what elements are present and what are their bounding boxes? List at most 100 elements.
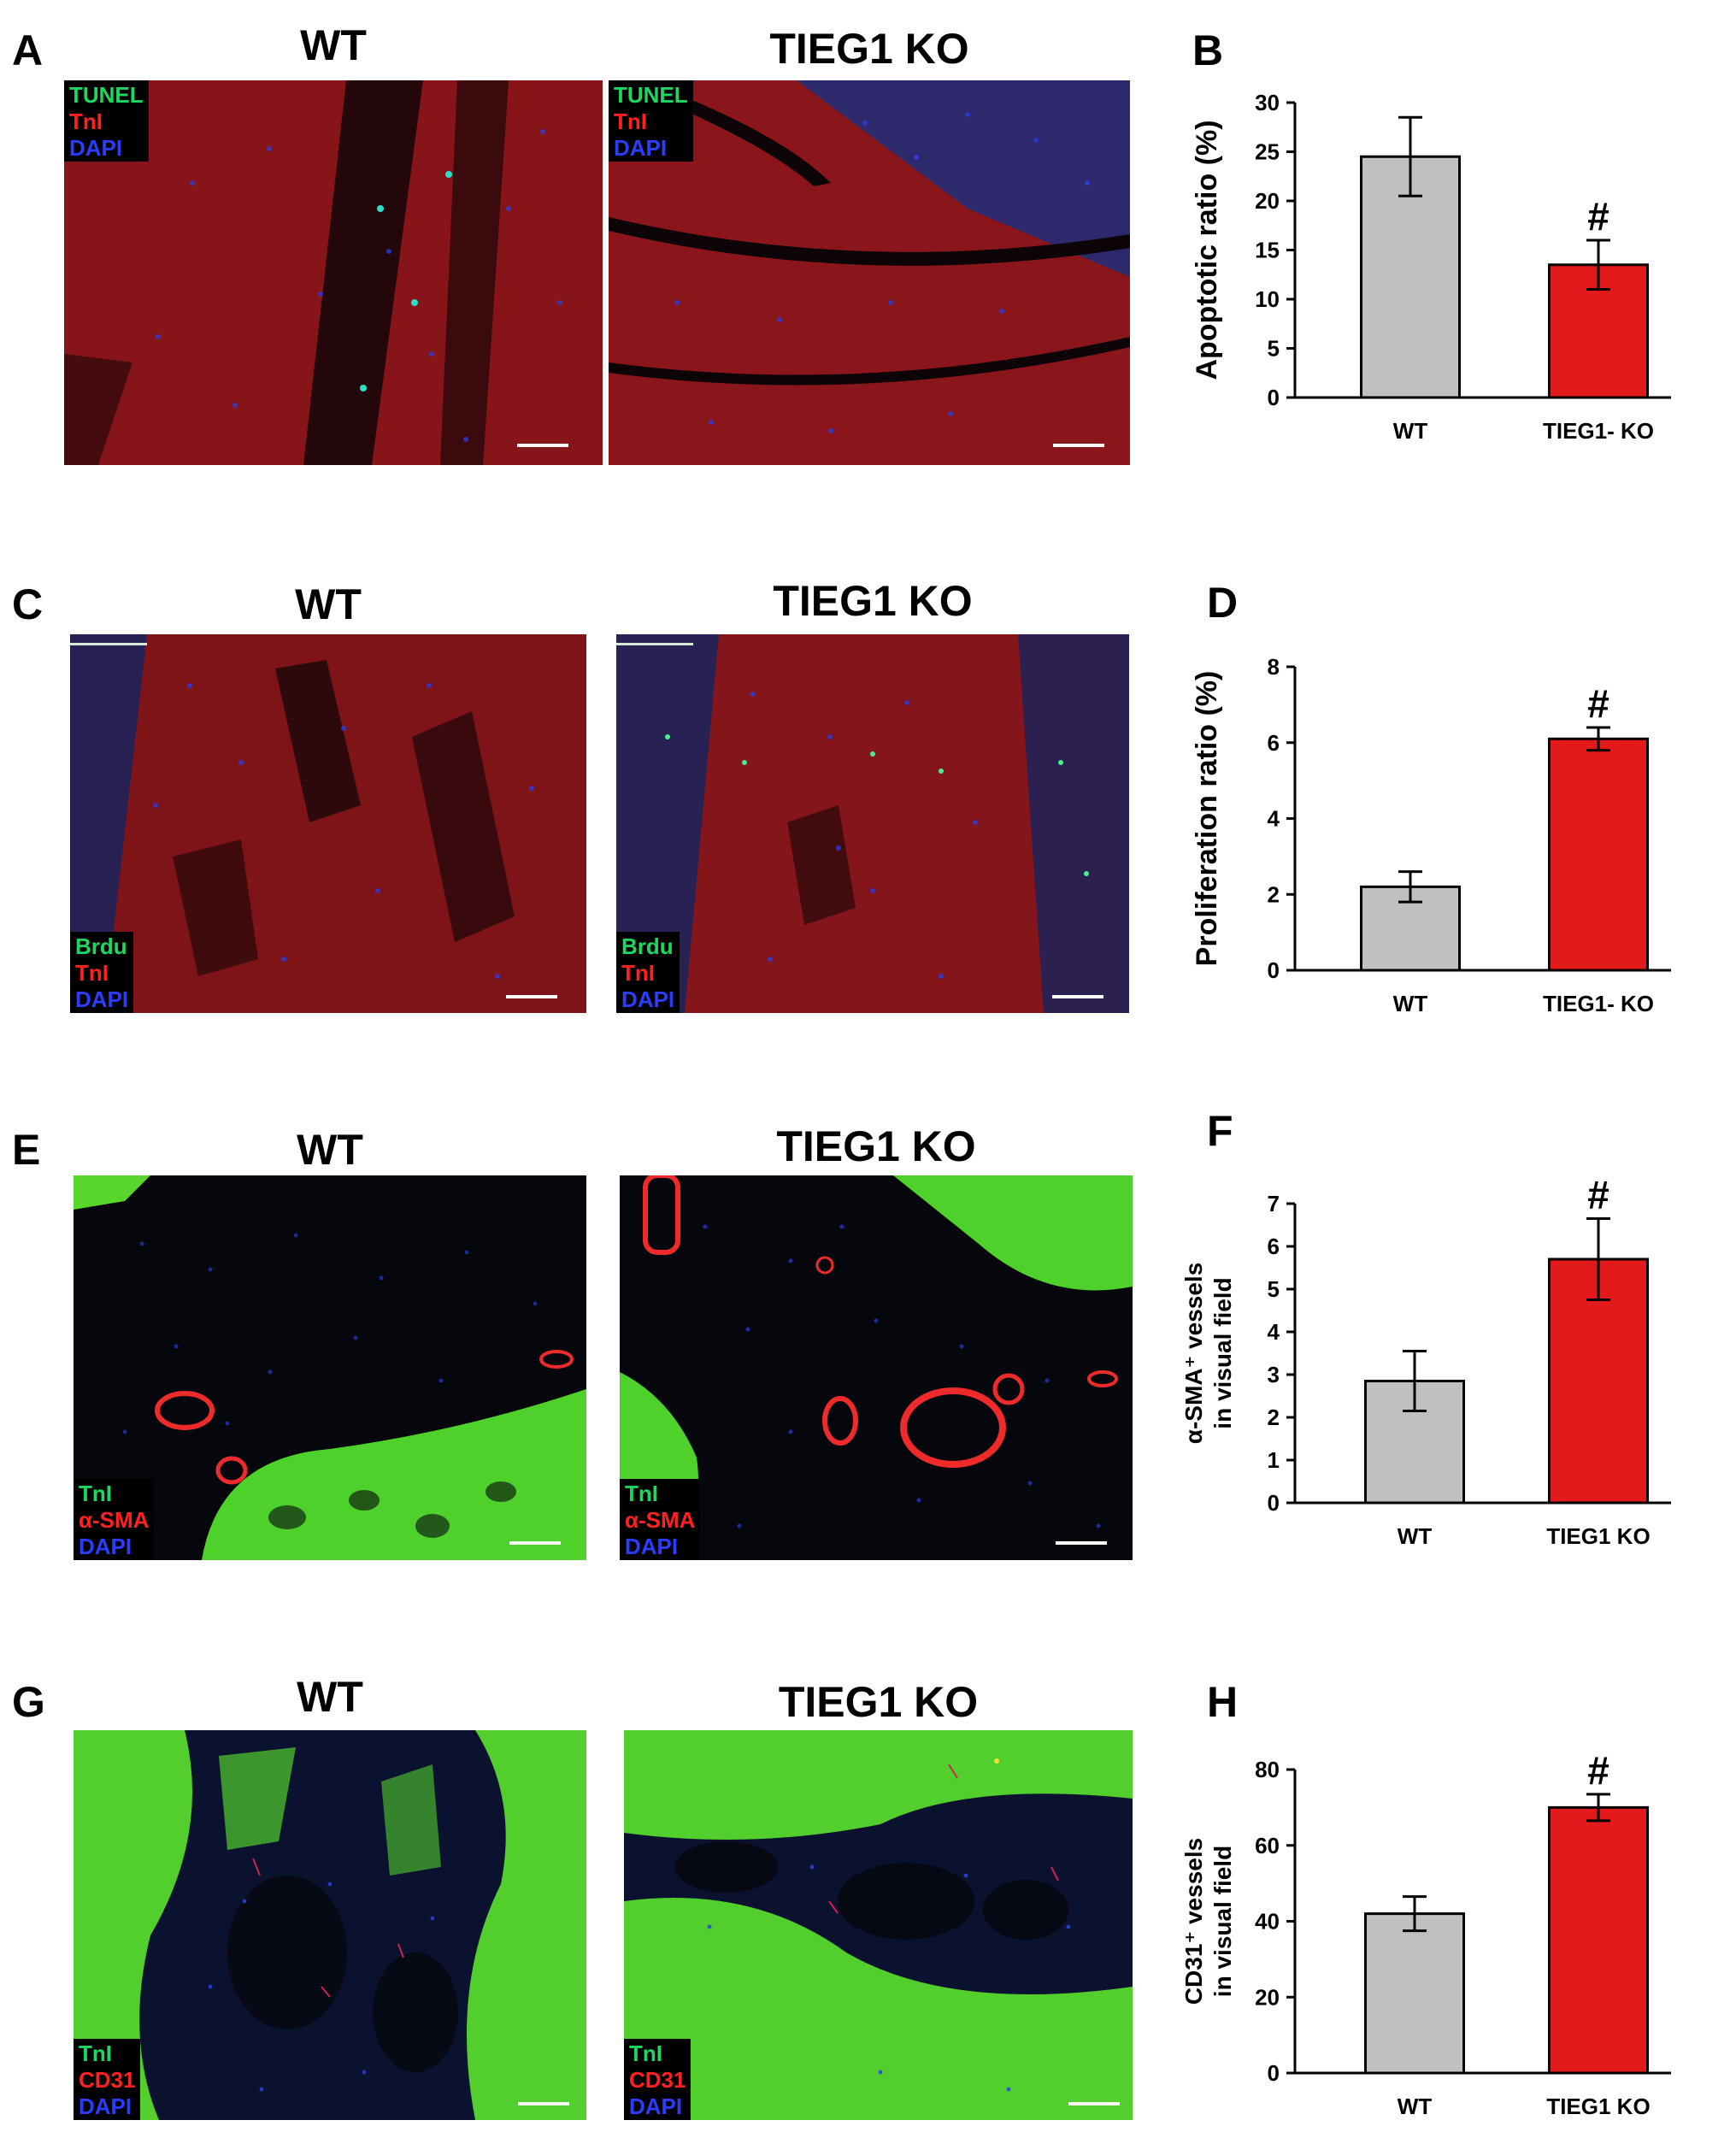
chart-svg: 0 5 10 15 20 25 30 Apoptotic ratio (%) WT # TIEG1-…	[1191, 90, 1671, 444]
stain-label-blue: DAPI	[75, 986, 129, 1012]
micrograph-wt-cd31-image	[74, 1730, 586, 2120]
micrograph-wt-cd31: TnI CD31 DAPI	[74, 1730, 586, 2120]
stain-legend-a-wt: TUNEL TnI DAPI	[64, 80, 149, 162]
wt-title-a: WT	[300, 21, 367, 69]
stain-label-blue: DAPI	[79, 2094, 132, 2119]
stain-legend-e-ko: TnI α-SMA DAPI	[620, 1479, 701, 1560]
y-axis-label: Proliferation ratio (%)	[1191, 671, 1223, 967]
stain-label-red: CD31	[79, 2067, 136, 2093]
stain-label-red: CD31	[629, 2067, 686, 2093]
stain-label-green: TUNEL	[69, 82, 144, 108]
stain-label-red: TnI	[75, 960, 109, 986]
micrograph-ko-tunel: TUNEL TnI DAPI	[609, 80, 1130, 465]
wt-title-c: WT	[295, 580, 362, 628]
micrograph-wt-tunel-image	[64, 80, 603, 465]
y-tick-label: 7	[1268, 1191, 1280, 1216]
micrograph-wt-brdu: Brdu TnI DAPI	[70, 634, 586, 1013]
stain-legend-e-wt: TnI α-SMA DAPI	[74, 1479, 155, 1560]
x-category-label: TIEG1- KO	[1543, 991, 1654, 1016]
x-category-label: WT	[1393, 418, 1428, 444]
panel-letter-h: H	[1207, 1678, 1239, 1726]
y-tick-label: 2	[1268, 881, 1280, 907]
y-tick-label: 10	[1255, 286, 1280, 312]
y-tick-label: 8	[1268, 654, 1280, 680]
micrograph-ko-cd31: TnI CD31 DAPI	[624, 1730, 1133, 2120]
bar-chart-h: 0 20 40 60 80 CD31⁺ vessels in visual field WT #…	[1175, 1744, 1722, 2129]
y-tick-label: 3	[1268, 1362, 1280, 1387]
y-tick-label: 20	[1255, 1984, 1280, 2010]
y-tick-label: 6	[1268, 1234, 1280, 1259]
scale-bar-top	[616, 643, 693, 645]
y-axis-label: Apoptotic ratio (%)	[1191, 120, 1223, 380]
bar-chart-d: 0 2 4 6 8 Proliferation ratio (%) WT # TIEG1- KO	[1175, 650, 1722, 1034]
chart-svg: 0 2 4 6 8 Proliferation ratio (%) WT # TIEG1- KO	[1191, 654, 1671, 1016]
scale-bar	[509, 1541, 561, 1545]
stain-label-blue: DAPI	[69, 135, 123, 161]
scale-bar	[517, 444, 568, 447]
panel-letter-c: C	[12, 580, 44, 628]
stain-label-green: Brdu	[621, 933, 674, 959]
ko-title-e: TIEG1 KO	[776, 1122, 976, 1170]
y-tick-label: 0	[1268, 2060, 1280, 2086]
stain-label-red: α-SMA	[625, 1507, 696, 1533]
stain-label-green: Brdu	[75, 933, 127, 959]
chart-svg: 0 1 2 3 4 5 6 7 α-SMA⁺ vessels in visual field WT #…	[1180, 1173, 1671, 1549]
y-tick-label: 5	[1268, 1276, 1280, 1302]
stain-legend-c-wt: Brdu TnI DAPI	[70, 932, 134, 1013]
y-tick-label: 0	[1268, 385, 1280, 410]
stain-legend-g-ko: TnI CD31 DAPI	[624, 2039, 691, 2120]
y-tick-label: 40	[1255, 1909, 1280, 1935]
x-category-label: WT	[1398, 1523, 1433, 1549]
micrograph-wt-tunel: TUNEL TnI DAPI	[64, 80, 603, 465]
micrograph-ko-cd31-image	[624, 1730, 1133, 2120]
panel-letter-f: F	[1207, 1107, 1233, 1155]
stain-label-blue: DAPI	[625, 1534, 679, 1559]
scale-bar	[1052, 995, 1103, 998]
x-category-label: TIEG1 KO	[1546, 2094, 1650, 2119]
y-axis-label: CD31⁺ vessels	[1180, 1838, 1207, 2005]
y-axis-label: in visual field	[1209, 1277, 1236, 1428]
stain-label-red: TnI	[614, 109, 647, 134]
y-tick-label: 6	[1268, 730, 1280, 756]
scale-bar	[506, 995, 557, 998]
y-tick-label: 15	[1255, 238, 1280, 263]
scale-bar	[1053, 444, 1104, 447]
stain-legend-a-ko: TUNEL TnI DAPI	[609, 80, 693, 162]
y-tick-label: 0	[1268, 1490, 1280, 1516]
micrograph-ko-brdu-image	[616, 634, 1129, 1013]
panel-letter-a: A	[12, 27, 44, 74]
micrograph-ko-brdu: Brdu TnI DAPI	[616, 634, 1129, 1013]
micrograph-ko-sma: TnI α-SMA DAPI	[620, 1175, 1133, 1560]
wt-title-e: WT	[297, 1126, 363, 1174]
y-tick-label: 30	[1255, 90, 1280, 115]
stain-legend-c-ko: Brdu TnI DAPI	[616, 932, 680, 1013]
x-category-label: WT	[1398, 2094, 1433, 2119]
y-tick-label: 4	[1268, 806, 1280, 832]
scale-bar	[1056, 1541, 1107, 1545]
significance-marker: #	[1587, 1748, 1609, 1793]
ko-title-a: TIEG1 KO	[769, 25, 969, 73]
stain-label-red: TnI	[621, 960, 655, 986]
y-tick-label: 1	[1268, 1447, 1280, 1473]
y-tick-label: 80	[1255, 1757, 1280, 1782]
chart-svg: 0 20 40 60 80 CD31⁺ vessels in visual field WT #…	[1180, 1748, 1671, 2119]
stain-label-red: TnI	[69, 109, 103, 134]
x-category-label: TIEG1 KO	[1546, 1523, 1650, 1549]
y-tick-label: 0	[1268, 957, 1280, 983]
y-tick-label: 5	[1268, 336, 1280, 362]
micrograph-wt-sma: TnI α-SMA DAPI	[74, 1175, 586, 1560]
stain-label-blue: DAPI	[629, 2094, 683, 2119]
ko-title-g: TIEG1 KO	[778, 1678, 979, 1726]
wt-title-g: WT	[297, 1673, 363, 1721]
micrograph-wt-sma-image	[74, 1175, 586, 1560]
y-axis-label: in visual field	[1209, 1846, 1236, 1997]
bar-chart-f: 0 1 2 3 4 5 6 7 α-SMA⁺ vessels in visual field WT #…	[1175, 1173, 1722, 1563]
y-tick-label: 2	[1268, 1405, 1280, 1430]
y-tick-label: 4	[1268, 1319, 1280, 1345]
bar-chart-b: 0 5 10 15 20 25 30 Apoptotic ratio (%) WT # TIEG1-…	[1175, 81, 1722, 483]
significance-marker: #	[1587, 1173, 1609, 1217]
scale-bar-top	[70, 643, 147, 645]
panel-letter-d: D	[1207, 579, 1239, 627]
stain-label-blue: DAPI	[79, 1534, 132, 1559]
stain-label-green: TnI	[79, 1481, 112, 1506]
